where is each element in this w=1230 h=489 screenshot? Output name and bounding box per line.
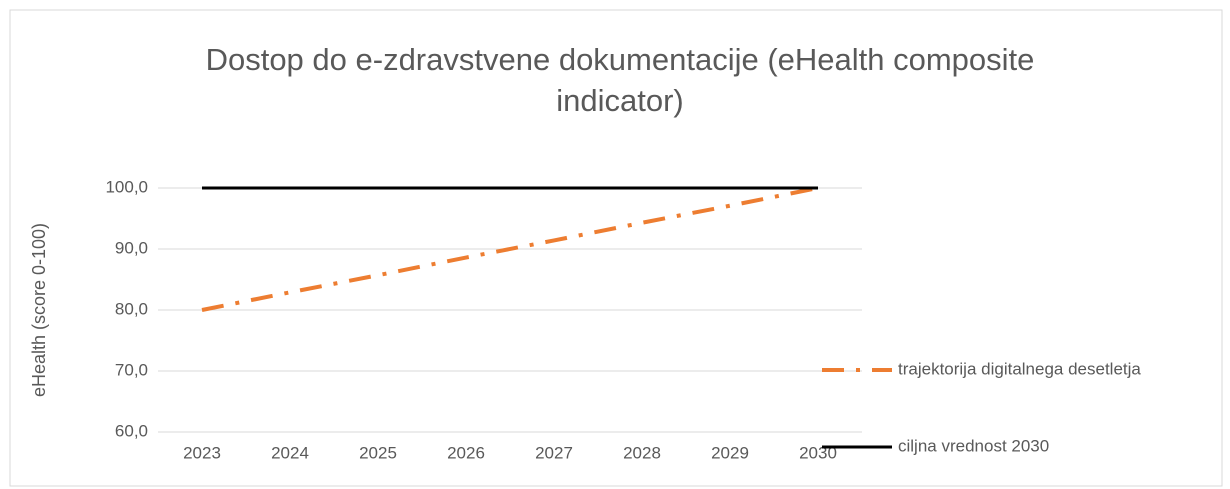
y-tick-label: 90,0: [115, 238, 148, 257]
x-tick-label: 2025: [359, 443, 397, 462]
x-tick-label: 2024: [271, 443, 309, 462]
x-tick-label: 2026: [447, 443, 485, 462]
series-line: [201, 186, 819, 312]
y-tick-label: 70,0: [115, 360, 148, 379]
y-tick-label: 100,0: [105, 177, 148, 196]
x-tick-label: 2027: [535, 443, 573, 462]
x-tick-label: 2029: [711, 443, 749, 462]
x-tick-label: 2028: [623, 443, 661, 462]
chart-border: [9, 9, 1223, 487]
chart-title: Dostop do e-zdravstvene dokumentacije (e…: [206, 42, 1035, 118]
legend-label: trajektorija digitalnega desetletja: [898, 359, 1141, 378]
y-axis-label: eHealth (score 0-100): [29, 223, 49, 397]
y-tick-label: 60,0: [115, 421, 148, 440]
legend-label: ciljna vrednost 2030: [898, 436, 1049, 455]
x-tick-label: 2023: [183, 443, 221, 462]
y-tick-label: 80,0: [115, 299, 148, 318]
